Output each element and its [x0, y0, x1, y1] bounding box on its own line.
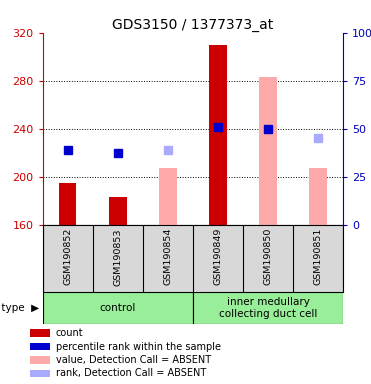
Text: GSM190852: GSM190852	[63, 228, 72, 285]
Bar	[209, 45, 227, 225]
Bar	[43, 292, 193, 324]
Text: GSM190853: GSM190853	[113, 228, 122, 285]
Text: control: control	[99, 303, 136, 313]
Text: inner medullary
collecting duct cell: inner medullary collecting duct cell	[219, 297, 317, 319]
Title: GDS3150 / 1377373_at: GDS3150 / 1377373_at	[112, 18, 273, 31]
Bar	[30, 329, 50, 337]
Text: value, Detection Call = ABSENT: value, Detection Call = ABSENT	[56, 355, 211, 365]
Text: count: count	[56, 328, 83, 338]
Text: rank, Detection Call = ABSENT: rank, Detection Call = ABSENT	[56, 368, 206, 379]
Text: GSM190849: GSM190849	[213, 228, 223, 285]
Text: GSM190851: GSM190851	[313, 228, 323, 285]
Bar	[193, 292, 343, 324]
Bar	[30, 370, 50, 377]
Bar	[109, 197, 127, 225]
Text: cell type  ▶: cell type ▶	[0, 303, 39, 313]
Bar	[30, 356, 50, 364]
Bar	[59, 183, 76, 225]
Bar	[259, 77, 277, 225]
Text: GSM190850: GSM190850	[263, 228, 273, 285]
Bar	[30, 343, 50, 350]
Text: GSM190854: GSM190854	[163, 228, 173, 285]
Bar	[159, 168, 177, 225]
Bar	[309, 168, 327, 225]
Text: percentile rank within the sample: percentile rank within the sample	[56, 341, 221, 352]
